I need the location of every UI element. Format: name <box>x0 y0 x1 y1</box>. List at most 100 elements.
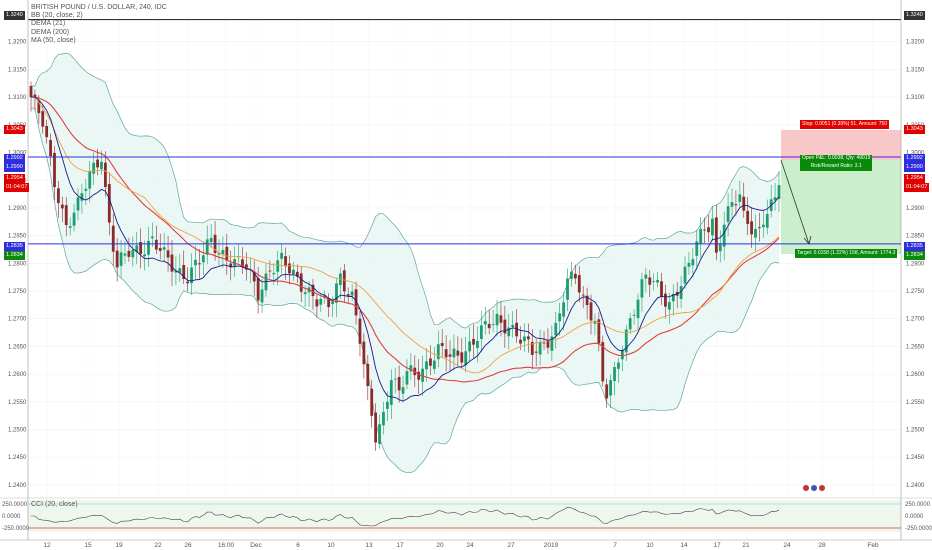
candle-body <box>291 269 295 274</box>
candle-body <box>648 277 652 285</box>
candle-body <box>268 270 272 272</box>
candle-body <box>425 361 428 370</box>
indicator-bb[interactable]: BB (20, close, 2) <box>31 12 83 20</box>
candle-body <box>323 295 327 299</box>
dema21-line <box>31 96 780 402</box>
indicator-dema21[interactable]: DEMA (21) <box>31 20 66 28</box>
indicator-dema200[interactable]: DEMA (200) <box>31 28 70 36</box>
cci-label[interactable]: CCI (20, close) <box>31 501 78 508</box>
time-label: 7 <box>613 542 617 549</box>
candle-body <box>652 281 656 282</box>
candle-body <box>170 254 174 272</box>
time-label: 26 <box>184 542 192 549</box>
tag-hline2: 1.2835 <box>904 242 925 251</box>
candle-body <box>554 322 558 336</box>
candle-body <box>742 196 746 211</box>
price-label-left: 1.2800 <box>8 261 27 267</box>
chart-legend: BRITISH POUND / U.S. DOLLAR, 240, IDC BB… <box>31 4 167 45</box>
cci-label-right: 250.0000 <box>905 502 931 508</box>
candle-body <box>225 246 229 261</box>
time-label: 14 <box>680 542 688 549</box>
candle-body <box>487 323 491 329</box>
candle-body <box>562 302 566 317</box>
candle-body <box>722 224 726 247</box>
candle-body <box>194 259 197 266</box>
candle-body <box>385 401 389 409</box>
tag-last: 1.2954 <box>904 174 925 183</box>
price-label-right: 1.2650 <box>906 344 925 350</box>
cci-legend: CCI (20, close) <box>31 501 78 509</box>
candle-body <box>393 378 397 380</box>
time-label: 6 <box>296 542 300 549</box>
dema200-line <box>31 96 780 383</box>
candle-body <box>718 243 722 252</box>
time-label: Dec <box>250 542 262 549</box>
target-label[interactable]: Target: 0.0158 (1.22%) 158, Amount: 1774… <box>795 249 898 258</box>
open-pl-label[interactable]: Open P&L: 0.0038, Qty: 49019 Risk/Reward… <box>800 155 873 171</box>
candle-body <box>777 185 781 199</box>
candle-body <box>154 239 158 250</box>
price-label-left: 1.3150 <box>8 67 27 73</box>
candle-body <box>158 247 162 251</box>
candle-body <box>409 365 413 372</box>
candle-body <box>738 194 742 202</box>
candle-body <box>64 205 68 226</box>
candle-body <box>542 342 546 344</box>
cci-label-left: 0.0000 <box>2 514 21 520</box>
time-label: 17 <box>713 542 721 549</box>
bb-lower <box>30 107 780 474</box>
price-label-left: 1.3000 <box>8 151 27 157</box>
candle-body <box>92 162 96 174</box>
horizontal-lines[interactable] <box>28 18 901 245</box>
tag-target: 1.2834 <box>4 251 25 260</box>
price-label-right: 1.2750 <box>906 289 925 295</box>
candle-body <box>695 241 699 256</box>
price-label-right: 1.3200 <box>906 40 925 46</box>
candle-body <box>244 264 248 270</box>
candle-body <box>593 320 597 324</box>
flag-icon <box>811 485 817 491</box>
tag-open: 1.2990 <box>904 163 925 172</box>
candle-body <box>115 250 119 268</box>
candle-body <box>577 275 581 293</box>
candle-body <box>515 322 519 337</box>
price-label-left: 1.2500 <box>8 428 27 434</box>
candle-body <box>746 210 750 224</box>
candle-body <box>687 262 691 267</box>
price-label-left: 1.2750 <box>8 289 27 295</box>
candle-body <box>135 245 139 252</box>
candle-body <box>534 351 538 353</box>
candle-body <box>354 289 358 316</box>
candle-body <box>72 212 76 226</box>
tag-top: 1.3240 <box>904 11 925 20</box>
candle-body <box>256 278 260 301</box>
price-label-right: 1.2700 <box>906 317 925 323</box>
candle-body <box>429 358 432 366</box>
candle-body <box>754 228 757 238</box>
candle-body <box>750 221 753 235</box>
price-label-left: 1.2850 <box>8 234 27 240</box>
stop-label[interactable]: Stop: 0.0051 (0.39%) 51, Amount: 750 <box>800 120 890 129</box>
candle-body <box>252 271 256 282</box>
moving-averages <box>30 96 780 402</box>
time-label: 16:00 <box>218 542 235 549</box>
candle-body <box>714 217 718 253</box>
bb-fill <box>31 53 779 473</box>
price-label-right: 1.3000 <box>906 151 925 157</box>
indicator-ma50[interactable]: MA (50, close) <box>31 36 76 44</box>
candle-body <box>397 376 401 391</box>
candle-body <box>162 247 166 250</box>
candle-body <box>417 371 421 380</box>
candle-body <box>327 298 331 308</box>
candle-body <box>495 313 499 326</box>
cci-label-left: -250.0000 <box>2 526 30 532</box>
candle-body <box>111 225 115 252</box>
candle-body <box>436 344 440 360</box>
position-tool[interactable] <box>781 130 901 254</box>
candle-body <box>60 204 64 209</box>
candle-body <box>585 295 589 306</box>
price-label-right: 1.2400 <box>906 483 925 489</box>
candle-body <box>664 293 667 307</box>
candle-body <box>45 125 49 138</box>
